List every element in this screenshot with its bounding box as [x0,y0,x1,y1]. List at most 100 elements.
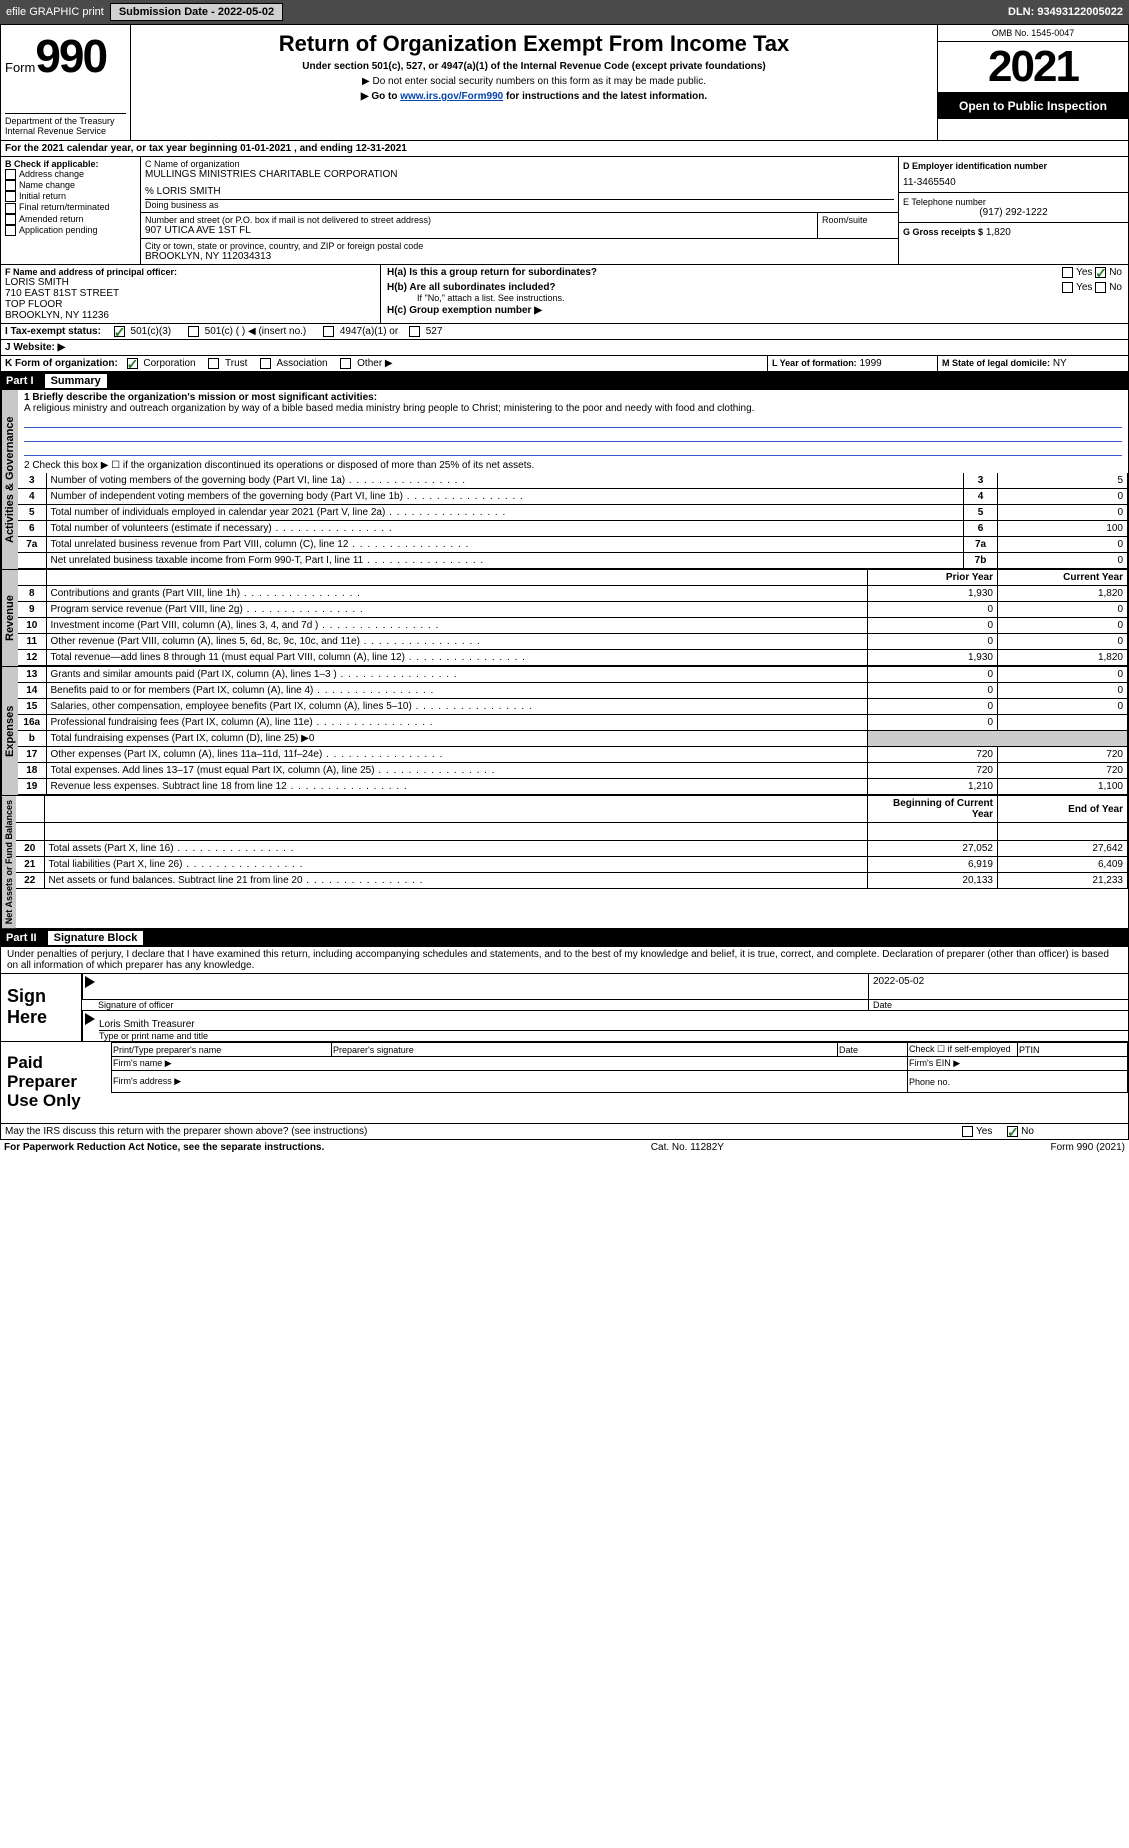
row-klm: K Form of organization: Corporation Trus… [0,356,1129,372]
table-row: 10Investment income (Part VIII, column (… [18,618,1128,634]
row-a: For the 2021 calendar year, or tax year … [0,141,1129,157]
part2-head: Part II Signature Block [0,929,1129,947]
q1: 1 Briefly describe the organization's mi… [24,392,1122,403]
table-row: 22Net assets or fund balances. Subtract … [16,873,1128,889]
omb-number: OMB No. 1545-0047 [938,25,1128,42]
gross-receipts: 1,820 [986,227,1011,238]
officer-line: 710 EAST 81ST STREET [5,288,376,299]
table-row: bTotal fundraising expenses (Part IX, co… [18,731,1128,747]
dba-label: Doing business as [145,199,894,210]
street: 907 UTICA AVE 1ST FL [145,225,813,236]
street-label: Number and street (or P.O. box if mail i… [145,215,813,225]
table-row: 8Contributions and grants (Part VIII, li… [18,586,1128,602]
sig-date: 2022-05-02 [868,974,1128,1000]
form-note-1: ▶ Do not enter social security numbers o… [137,76,931,87]
ha: H(a) Is this a group return for subordin… [387,267,1122,278]
row-i: I Tax-exempt status: 501(c)(3) 501(c) ( … [0,324,1129,340]
efile-top-bar: efile GRAPHIC print Submission Date - 20… [0,0,1129,24]
i-label: I Tax-exempt status: [5,326,101,337]
table-row: 16aProfessional fundraising fees (Part I… [18,715,1128,731]
public-inspection: Open to Public Inspection [938,93,1128,119]
room-label: Room/suite [818,213,898,238]
form-number: 990 [35,30,106,82]
phone: (917) 292-1222 [903,207,1124,218]
hb-note: If "No," attach a list. See instructions… [417,293,1122,303]
tax-year: 2021 [938,42,1128,93]
efile-label: efile GRAPHIC print [6,6,104,18]
vlabel-governance: Activities & Governance [1,390,18,569]
state-domicile: NY [1053,358,1067,369]
k-label: K Form of organization: [5,358,118,369]
dept-label: Department of the Treasury Internal Reve… [5,113,126,136]
cat-no: Cat. No. 11282Y [651,1142,724,1153]
table-row: 18Total expenses. Add lines 13–17 (must … [18,763,1128,779]
table-row: 19Revenue less expenses. Subtract line 1… [18,779,1128,795]
hc: H(c) Group exemption number ▶ [387,305,1122,316]
sign-here: Sign Here [1,974,81,1041]
ein: 11-3465540 [903,177,1124,188]
form-note-2: ▶ Go to www.irs.gov/Form990 for instruct… [137,91,931,102]
officer-line: LORIS SMITH [5,277,376,288]
org-name: MULLINGS MINISTRIES CHARITABLE CORPORATI… [145,169,894,180]
entity-block: B Check if applicable: Address changeNam… [0,157,1129,265]
table-row: 15Salaries, other compensation, employee… [18,699,1128,715]
b-label: B Check if applicable: [5,159,136,169]
f-h-block: F Name and address of principal officer:… [0,265,1129,324]
date-label: Date [868,1000,1128,1010]
table-row: 13Grants and similar amounts paid (Part … [18,667,1128,683]
q2: 2 Check this box ▶ ☐ if the organization… [18,458,1128,473]
g-label: G Gross receipts $ [903,227,983,237]
officer-line: BROOKLYN, NY 11236 [5,310,376,321]
b-checkbox-item[interactable]: Initial return [5,191,136,202]
table-row: 11Other revenue (Part VIII, column (A), … [18,634,1128,650]
b-checkbox-item[interactable]: Application pending [5,225,136,236]
type-name-label: Type or print name and title [99,1031,1128,1041]
officer-name: Loris Smith Treasurer [99,1019,1128,1031]
care-of: % LORIS SMITH [145,186,894,197]
b-checkbox-item[interactable]: Name change [5,180,136,191]
table-row: 12Total revenue—add lines 8 through 11 (… [18,650,1128,666]
paid-preparer: Paid Preparer Use Only [1,1042,111,1122]
dln-label: DLN: 93493122005022 [1008,6,1123,18]
table-row: 20Total assets (Part X, line 16)27,05227… [16,841,1128,857]
table-row: Net unrelated business taxable income fr… [18,553,1128,569]
vlabel-revenue: Revenue [1,570,18,666]
table-row: 3Number of voting members of the governi… [18,473,1128,489]
row-j: J Website: ▶ [0,340,1129,356]
irs-link[interactable]: www.irs.gov/Form990 [400,91,503,102]
e-label: E Telephone number [903,197,1124,207]
table-row: 21Total liabilities (Part X, line 26)6,9… [16,857,1128,873]
form-subtitle: Under section 501(c), 527, or 4947(a)(1)… [137,61,931,72]
a-text: For the 2021 calendar year, or tax year … [1,141,1128,156]
table-row: 17Other expenses (Part IX, column (A), l… [18,747,1128,763]
b-checkbox-item[interactable]: Address change [5,169,136,180]
submission-date-button[interactable]: Submission Date - 2022-05-02 [110,3,283,21]
form-header: Form990 Department of the Treasury Inter… [0,24,1129,141]
d-label: D Employer identification number [903,161,1124,171]
discuss-q: May the IRS discuss this return with the… [1,1124,958,1139]
table-row: 6Total number of volunteers (estimate if… [18,521,1128,537]
b-checkbox-item[interactable]: Final return/terminated [5,202,136,213]
table-row: 7aTotal unrelated business revenue from … [18,537,1128,553]
f-label: F Name and address of principal officer: [5,267,376,277]
table-row: 5Total number of individuals employed in… [18,505,1128,521]
b-checkbox-item[interactable]: Amended return [5,214,136,225]
form-word: Form [5,60,35,75]
sig-officer-label: Signature of officer [82,1000,868,1010]
year-formation: 1999 [859,358,881,369]
form-title: Return of Organization Exempt From Incom… [137,31,931,57]
c-name-label: C Name of organization [145,159,894,169]
city-label: City or town, state or province, country… [145,241,894,251]
table-row: 14Benefits paid to or for members (Part … [18,683,1128,699]
form-ref: Form 990 (2021) [1051,1142,1125,1153]
part1-head: Part I Summary [0,372,1129,390]
table-row: 4Number of independent voting members of… [18,489,1128,505]
pra-notice: For Paperwork Reduction Act Notice, see … [4,1142,324,1153]
vlabel-netassets: Net Assets or Fund Balances [1,796,16,928]
m-label: M State of legal domicile: [942,358,1050,368]
city: BROOKLYN, NY 112034313 [145,251,894,262]
officer-line: TOP FLOOR [5,299,376,310]
l-label: L Year of formation: [772,358,857,368]
discuss-row: May the IRS discuss this return with the… [0,1124,1129,1140]
vlabel-expenses: Expenses [1,667,18,795]
